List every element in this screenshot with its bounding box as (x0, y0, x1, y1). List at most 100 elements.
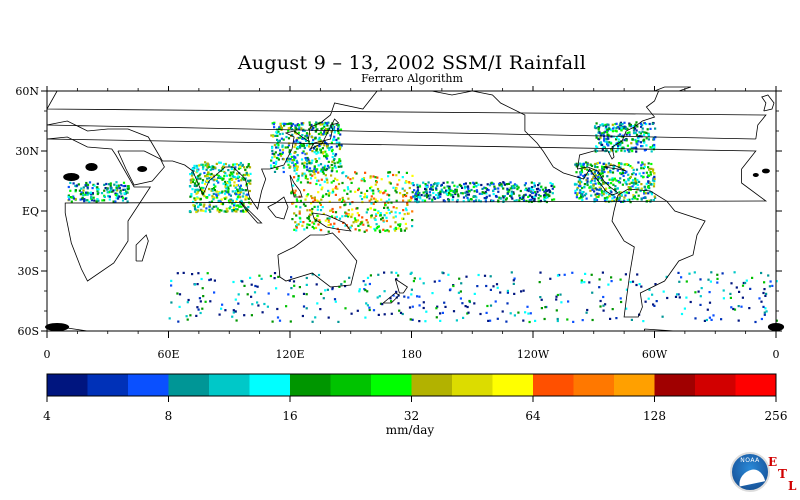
rain-cell (93, 184, 96, 187)
rain-cell (611, 130, 614, 133)
rain-cell (605, 182, 608, 185)
rain-cell (397, 223, 400, 226)
rain-cell (619, 297, 622, 300)
rain-cell (356, 212, 359, 215)
rain-cell (198, 174, 201, 177)
rain-cell (363, 230, 366, 233)
rain-cell (225, 196, 228, 199)
rain-cell (243, 178, 246, 181)
rain-cell (314, 123, 317, 126)
rain-cell (404, 181, 407, 184)
rain-cell (662, 290, 665, 293)
rain-cell (204, 164, 207, 167)
rain-cell (645, 171, 648, 174)
rain-cell (647, 162, 650, 165)
rain-cell (602, 309, 605, 312)
rain-cell (595, 122, 598, 125)
rain-cell (334, 154, 337, 157)
rain-cell (319, 308, 322, 311)
rain-cell (223, 170, 226, 174)
colorbar-tick-label: 32 (404, 409, 419, 423)
rain-cell (598, 131, 601, 134)
colorbar-tick-label: 16 (282, 409, 297, 423)
rain-cell (623, 125, 626, 128)
rain-cell (513, 314, 516, 317)
rain-cell (512, 184, 515, 187)
rain-cell (432, 191, 435, 195)
rain-cell (379, 302, 383, 305)
rain-cell (639, 122, 643, 125)
rain-cell (631, 138, 634, 141)
rain-cell (236, 204, 239, 207)
rain-cell (610, 148, 613, 151)
rain-cell (260, 277, 263, 280)
rain-cell (334, 177, 337, 180)
rain-cell (499, 291, 502, 294)
rain-cell (83, 200, 86, 203)
rain-cell (310, 210, 313, 213)
rain-cell (107, 195, 110, 198)
rain-cell (429, 194, 432, 197)
rain-cell (192, 173, 195, 176)
rain-cell (599, 299, 602, 303)
rain-cell (216, 207, 219, 210)
rain-cell (479, 200, 482, 203)
rain-cell (603, 190, 606, 193)
rain-cell (515, 199, 518, 202)
colorbar-swatch (290, 374, 331, 396)
rain-cell (311, 221, 314, 224)
rain-cell (586, 177, 589, 180)
rain-cell (311, 136, 314, 139)
rain-cell (683, 307, 686, 310)
rain-cell (509, 187, 512, 190)
rain-cell (513, 183, 517, 186)
rain-cell (190, 193, 193, 196)
rain-cell (362, 178, 365, 181)
rain-cell (204, 210, 207, 213)
rain-cell (475, 185, 478, 188)
rain-cell (453, 191, 457, 194)
rain-cell (640, 167, 643, 170)
rain-cell (224, 197, 227, 200)
rain-cell (462, 196, 466, 199)
noaa-logo: NOAA (730, 452, 770, 492)
rain-cell (314, 125, 317, 128)
rain-cell (461, 192, 464, 195)
rain-cell (366, 276, 370, 279)
x-tick-label: 0 (773, 348, 780, 361)
rain-cell (256, 285, 259, 288)
rain-cell (496, 286, 499, 289)
rain-cell (195, 192, 198, 195)
rain-cell (629, 187, 632, 190)
rain-cell (428, 191, 431, 194)
rain-cell (428, 197, 431, 200)
rain-cell (438, 279, 441, 282)
rain-cell (712, 314, 715, 317)
rain-cell (209, 168, 212, 172)
coastline (267, 196, 289, 220)
rain-cell (641, 123, 644, 127)
rain-cell (617, 162, 621, 165)
rain-cell (97, 188, 100, 191)
rain-cell (295, 214, 298, 217)
rain-cell (583, 194, 587, 197)
rain-cell (267, 292, 270, 295)
rain-cell (594, 177, 597, 180)
rain-cell (224, 210, 227, 213)
rain-cell (322, 212, 325, 215)
rain-cell (85, 199, 88, 202)
rain-cell (291, 191, 294, 194)
rain-cell (333, 126, 336, 129)
rain-cell (602, 193, 605, 196)
rain-cell (366, 221, 369, 224)
rain-cell (578, 182, 582, 185)
rain-cell (624, 273, 627, 276)
colorbar-tick-label: 4 (43, 409, 51, 423)
rain-cell (440, 183, 443, 186)
rain-cell (279, 125, 282, 128)
rain-cell (224, 172, 227, 175)
rain-cell (584, 167, 587, 170)
rain-cell (340, 144, 343, 147)
rain-cell (205, 196, 209, 199)
rain-cell (358, 229, 361, 232)
